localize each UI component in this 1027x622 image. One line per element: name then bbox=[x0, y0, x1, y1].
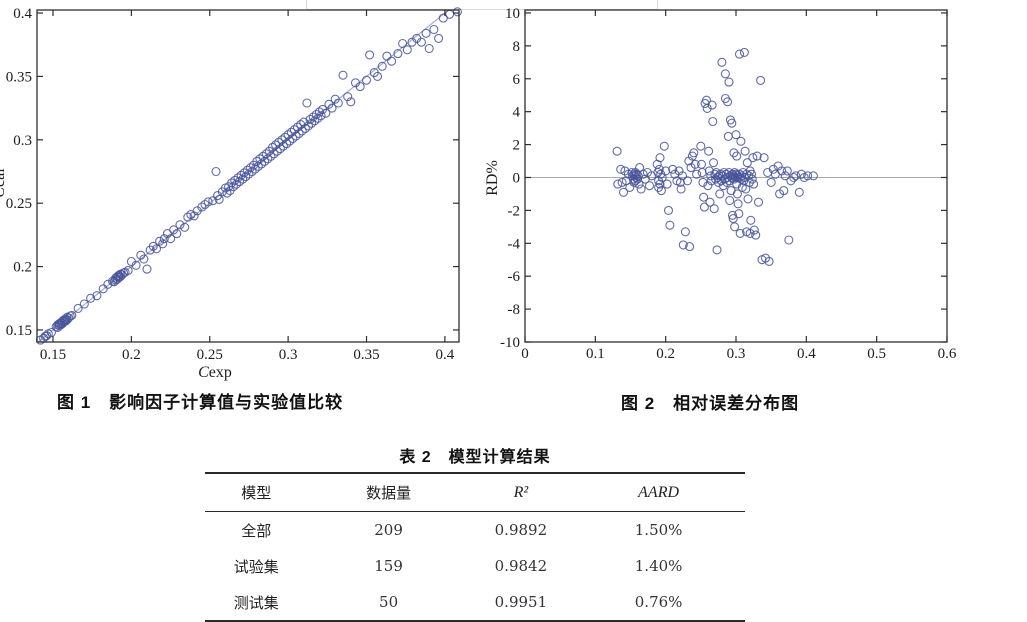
col-header-aard: AARD bbox=[638, 483, 680, 501]
x-tick-label: 0.25 bbox=[197, 347, 223, 363]
y-tick-label: 0.2 bbox=[13, 260, 32, 276]
x-tick-label: 0.4 bbox=[797, 346, 816, 362]
y-tick-label: 0.25 bbox=[6, 196, 32, 212]
y-tick-label: -8 bbox=[508, 302, 521, 318]
figure2-caption: 图 2 相对误差分布图 bbox=[621, 394, 800, 413]
y-tick-label: -4 bbox=[508, 236, 521, 252]
x-tick-label: 0.6 bbox=[938, 346, 957, 362]
fig1-data-points bbox=[35, 7, 462, 345]
x-tick-label: 0 bbox=[521, 346, 529, 362]
y-axis-label: Ccal bbox=[0, 168, 8, 198]
x-tick-label: 0.1 bbox=[586, 346, 605, 362]
x-tick-label: 0.2 bbox=[122, 347, 141, 363]
cell-r2: 0.9951 bbox=[494, 593, 548, 611]
figure2-scatter-plot: 0 0.1 0.2 0.3 0.4 0.5 0.6 -10 -8 -6 -4 -2 0 2 4 6 8 10 RD% bbox=[484, 6, 957, 362]
y-tick-label: 0 bbox=[513, 170, 521, 186]
table2-results: 模型 数据量 R² AARD 全部 209 0.9892 1.50% 试验集 1… bbox=[205, 472, 745, 622]
x-axis-label: Cexp bbox=[198, 364, 232, 381]
y-tick-label: 8 bbox=[513, 39, 521, 55]
x-tick-label: 0.5 bbox=[867, 346, 886, 362]
col-header-r2: R² bbox=[513, 483, 529, 501]
table-header-row: 模型 数据量 R² AARD bbox=[205, 473, 745, 512]
y-tick-label: -6 bbox=[508, 269, 521, 285]
cell-model: 测试集 bbox=[233, 594, 279, 612]
figure1-caption: 图 1 影响因子计算值与实验值比较 bbox=[57, 393, 344, 412]
cell-aard: 1.40% bbox=[634, 557, 683, 575]
cell-count: 50 bbox=[379, 593, 399, 611]
cell-r2: 0.9842 bbox=[494, 557, 548, 575]
y-tick-label: 0.35 bbox=[6, 69, 32, 85]
cell-aard: 1.50% bbox=[634, 521, 683, 539]
cell-model: 全部 bbox=[241, 522, 272, 540]
y-tick-label: -2 bbox=[508, 203, 521, 219]
cell-r2: 0.9892 bbox=[494, 521, 548, 539]
table2-title: 表 2 模型计算结果 bbox=[399, 449, 551, 466]
x-tick-label: 0.3 bbox=[727, 346, 746, 362]
table-row: 测试集 50 0.9951 0.76% bbox=[205, 584, 745, 621]
x-tick-label: 0.2 bbox=[656, 346, 675, 362]
y-axis-label: RD% bbox=[484, 160, 501, 196]
col-header-data-count: 数据量 bbox=[366, 485, 412, 502]
x-tick-label: 0.3 bbox=[279, 347, 298, 363]
y-tick-label: 6 bbox=[513, 72, 521, 88]
y-tick-label: 4 bbox=[513, 105, 521, 121]
x-tick-label: 0.15 bbox=[40, 347, 66, 363]
y-tick-label: 0.15 bbox=[6, 323, 32, 339]
y-tick-label: 0.3 bbox=[13, 133, 32, 149]
col-header-model: 模型 bbox=[241, 485, 272, 502]
cropped-popup-box bbox=[306, 0, 658, 10]
y-tick-label: -10 bbox=[500, 335, 520, 351]
y-tick-label: 0.4 bbox=[13, 6, 32, 22]
table-row: 全部 209 0.9892 1.50% bbox=[205, 512, 745, 549]
table-row: 试验集 159 0.9842 1.40% bbox=[205, 548, 745, 584]
y-tick-label: 2 bbox=[513, 138, 521, 154]
cell-count: 209 bbox=[374, 521, 403, 539]
plot-frame bbox=[36, 9, 460, 343]
x-tick-label: 0.4 bbox=[436, 347, 455, 363]
fig2-data-points bbox=[612, 47, 818, 266]
y-tick-label: 10 bbox=[505, 6, 520, 22]
cell-aard: 0.76% bbox=[634, 593, 683, 611]
cell-count: 159 bbox=[374, 557, 403, 575]
cell-model: 试验集 bbox=[233, 558, 279, 576]
figure1-scatter-plot: 0.15 0.2 0.25 0.3 0.35 0.4 0.15 0.2 0.25 0.3 0.35 0… bbox=[0, 6, 462, 381]
x-tick-label: 0.35 bbox=[353, 347, 379, 363]
